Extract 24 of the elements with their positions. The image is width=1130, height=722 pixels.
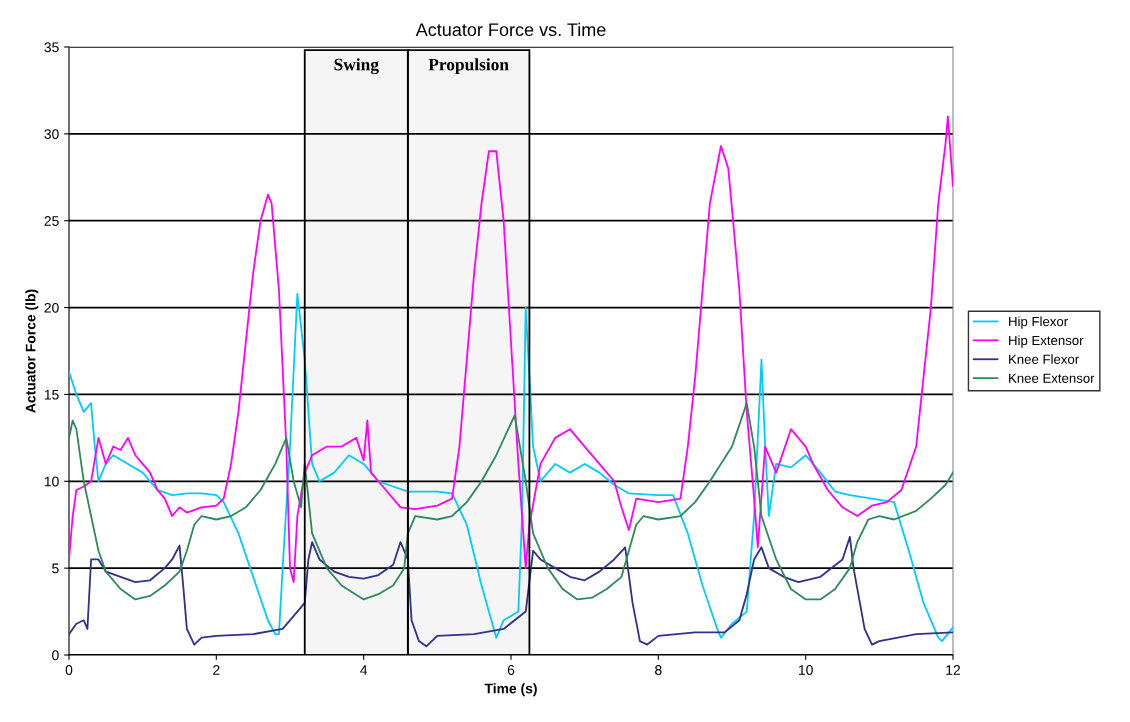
x-tick-label: 10 <box>799 665 813 675</box>
y-tick-label: 25 <box>44 216 59 226</box>
y-tick-label: 15 <box>44 389 59 400</box>
y-tick-label: 0 <box>52 650 59 661</box>
x-axis-title: Time (s) <box>484 683 537 697</box>
band-label: Swing <box>334 58 379 75</box>
legend-label: Hip Extensor <box>1009 335 1084 348</box>
chart-title: Actuator Force vs. Time <box>415 22 606 37</box>
x-tick-label: 6 <box>507 665 515 675</box>
legend-label: Knee Extensor <box>1009 373 1095 383</box>
x-tick-label: 4 <box>360 665 368 675</box>
y-tick-label: 30 <box>44 129 59 140</box>
x-tick-label: 8 <box>655 665 662 675</box>
x-tick-label: 0 <box>65 665 73 675</box>
y-tick-label: 20 <box>44 302 59 313</box>
y-tick-label: 5 <box>52 563 59 574</box>
y-axis-title: Actuator Force (lb) <box>25 289 39 413</box>
legend-label: Knee Flexor <box>1009 354 1079 364</box>
x-tick-label: 12 <box>946 665 961 675</box>
legend-label: Hip Flexor <box>1009 316 1068 329</box>
y-tick-label: 10 <box>44 476 59 487</box>
y-tick-label: 35 <box>44 42 59 53</box>
x-tick-label: 2 <box>213 665 220 675</box>
band-label: Propulsion <box>428 58 509 74</box>
